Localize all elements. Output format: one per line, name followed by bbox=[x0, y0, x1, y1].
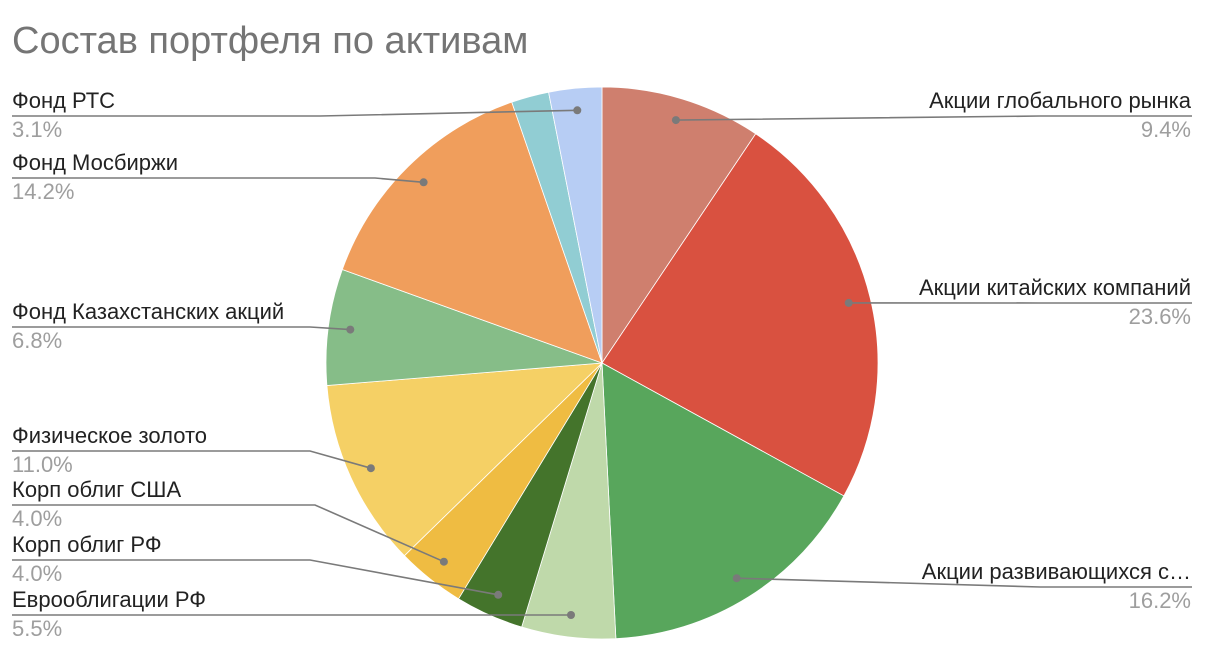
slice-label-еврооблигации-рф: Еврооблигации РФ bbox=[12, 587, 206, 612]
leader-line bbox=[675, 115, 1192, 121]
leader-line bbox=[12, 559, 499, 596]
slice-percent-фонд-ртс: 3.1% bbox=[12, 117, 62, 142]
slice-label-фонд-казахстанских-акций: Фонд Казахстанских акций bbox=[12, 299, 284, 324]
slice-percent-еврооблигации-рф: 5.5% bbox=[12, 616, 62, 641]
leader-lines bbox=[12, 106, 1192, 619]
slice-percent-акции-глобального-рынка: 9.4% bbox=[1141, 117, 1191, 142]
leader-dot bbox=[573, 106, 582, 115]
slice-label-корп-облиг-сша: Корп облиг США bbox=[12, 477, 181, 502]
pie-slice-11 bbox=[548, 86, 603, 364]
leader-line bbox=[736, 577, 1192, 588]
slice-percent-физическое-золото: 11.0% bbox=[12, 452, 73, 477]
leader-dot bbox=[671, 116, 680, 125]
leader-line bbox=[12, 504, 445, 563]
pie-slice-3 bbox=[601, 362, 845, 640]
leader-dot bbox=[346, 325, 355, 334]
pie-slice-1 bbox=[601, 86, 757, 365]
leader-dot bbox=[419, 178, 428, 187]
leader-dot bbox=[732, 574, 741, 583]
slice-percent-фонд-мосбиржи: 14.2% bbox=[12, 179, 74, 204]
slice-percent-корп-облиг-рф: 4.0% bbox=[12, 561, 62, 586]
pie-slice-9 bbox=[341, 101, 603, 364]
slice-label-корп-облиг-рф: Корп облиг РФ bbox=[12, 532, 162, 557]
slice-label-фонд-ртс: Фонд РТС bbox=[12, 88, 115, 113]
pie-slice-2 bbox=[601, 133, 879, 497]
leader-dot bbox=[439, 557, 448, 566]
leader-line bbox=[12, 177, 424, 184]
chart-title: Состав портфеля по активам bbox=[12, 20, 529, 62]
pie-slice-8 bbox=[325, 268, 603, 386]
slice-percent-фонд-казахстанских-акций: 6.8% bbox=[12, 328, 62, 353]
slice-label-фонд-мосбиржи: Фонд Мосбиржи bbox=[12, 150, 178, 175]
pie-slice-7 bbox=[326, 362, 604, 557]
leader-dot bbox=[494, 590, 503, 599]
leader-dot bbox=[366, 464, 375, 473]
slice-percent-акции-развивающихся-с: 16.2% bbox=[1129, 588, 1191, 613]
slice-label-физическое-золото: Физическое золото bbox=[12, 423, 207, 448]
slice-percent-корп-облиг-сша: 4.0% bbox=[12, 506, 62, 531]
slice-label-акции-развивающихся-с: Акции развивающихся с… bbox=[922, 559, 1191, 584]
leader-line bbox=[12, 450, 372, 469]
leader-dot bbox=[567, 611, 575, 619]
leader-line bbox=[12, 326, 351, 331]
leader-line bbox=[12, 109, 578, 117]
leader-dot bbox=[844, 298, 853, 307]
pie-slices bbox=[325, 86, 879, 640]
slice-label-акции-глобального-рынка: Акции глобального рынка bbox=[929, 88, 1192, 113]
slice-percent-акции-китайских-компаний: 23.6% bbox=[1129, 304, 1191, 329]
slice-labels: Акции глобального рынка 9.4% Акции китайск… bbox=[12, 88, 1192, 641]
slice-label-акции-китайских-компаний: Акции китайских компаний bbox=[919, 275, 1191, 300]
